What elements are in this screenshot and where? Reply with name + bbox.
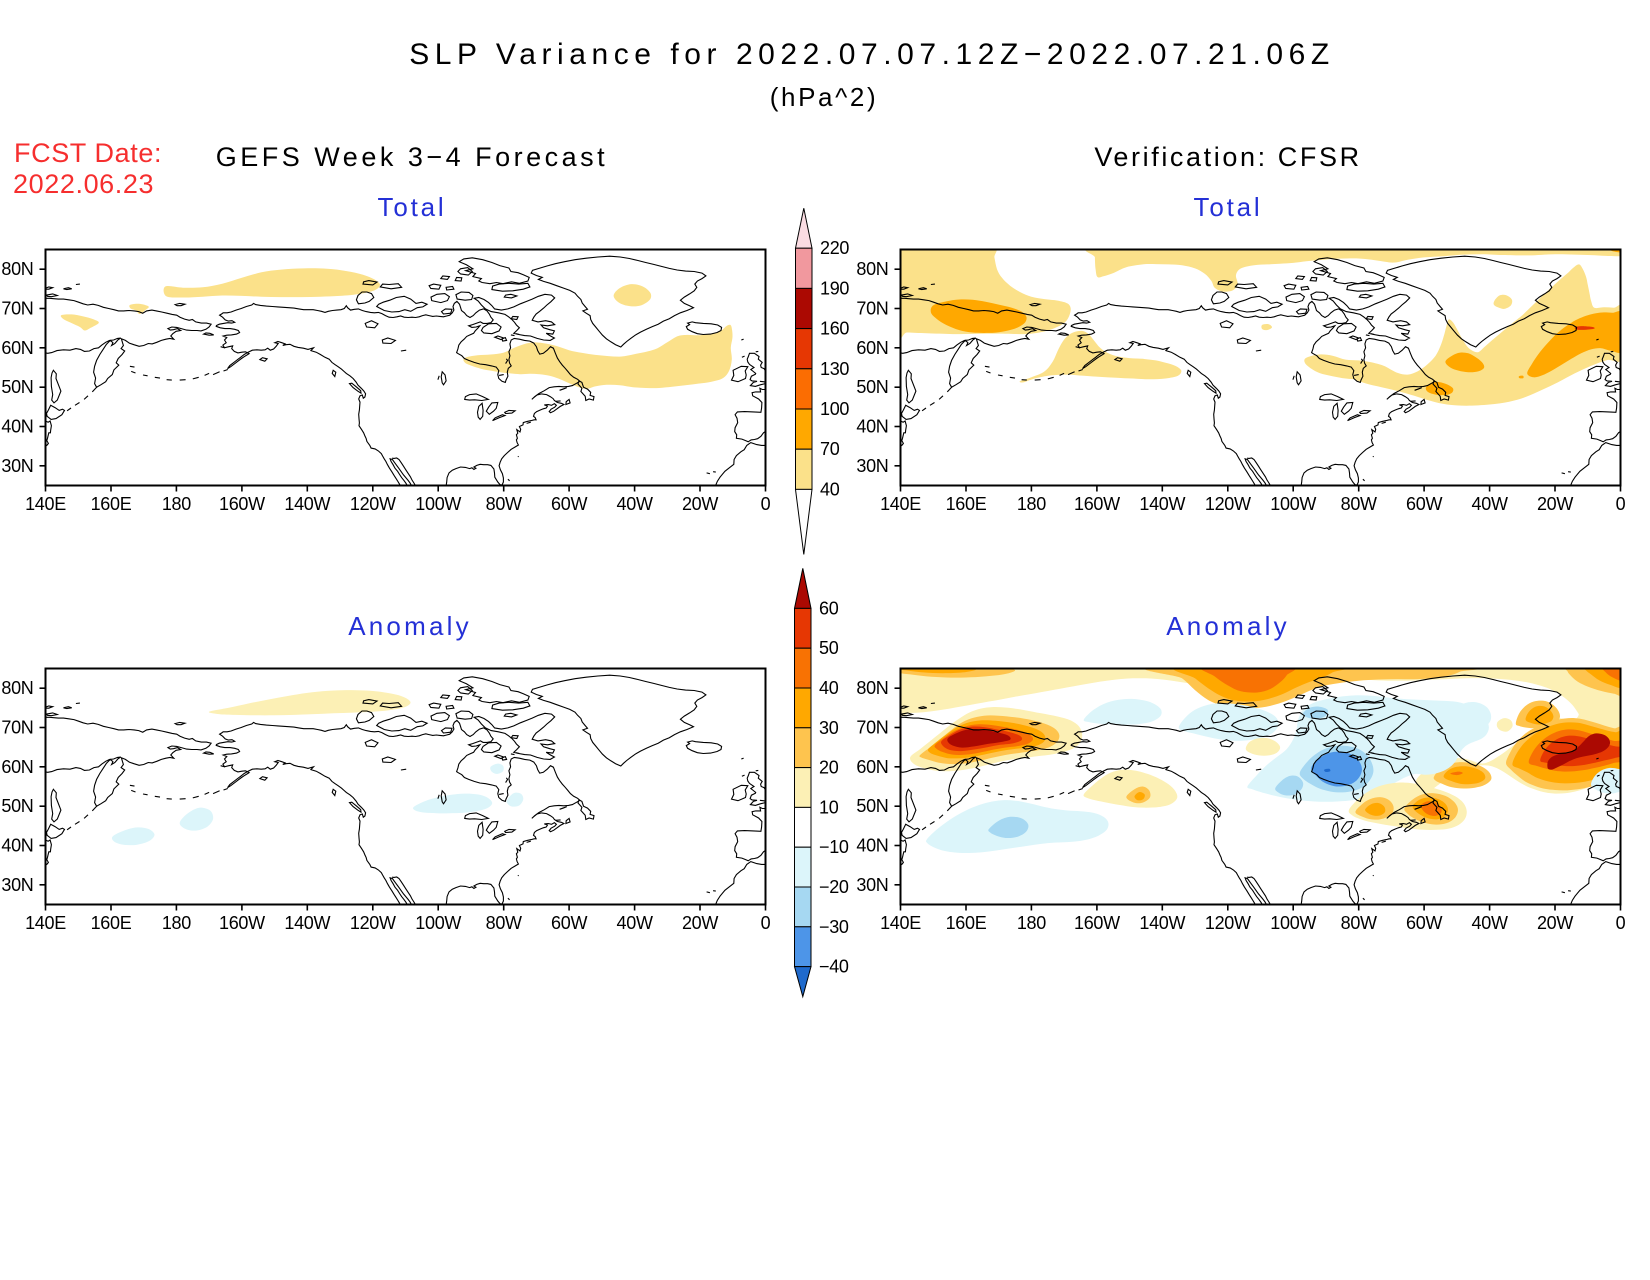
svg-text:140E: 140E (25, 494, 66, 514)
svg-text:2022.06.23: 2022.06.23 (13, 169, 154, 199)
svg-text:FCST Date:: FCST Date: (14, 138, 162, 168)
svg-text:40N: 40N (1, 836, 33, 856)
svg-text:30: 30 (819, 718, 839, 738)
svg-text:40: 40 (820, 479, 840, 499)
svg-text:0: 0 (1616, 913, 1626, 933)
svg-text:100W: 100W (1270, 494, 1316, 514)
svg-text:80N: 80N (1, 259, 33, 279)
svg-text:60N: 60N (856, 338, 888, 358)
svg-text:40N: 40N (856, 836, 888, 856)
svg-text:70: 70 (820, 439, 840, 459)
svg-text:220: 220 (820, 238, 849, 258)
svg-text:Anomaly: Anomaly (348, 611, 472, 641)
svg-text:120W: 120W (350, 913, 396, 933)
svg-text:100: 100 (820, 399, 849, 419)
svg-text:40W: 40W (617, 494, 653, 514)
svg-text:40N: 40N (1, 417, 33, 437)
svg-text:70N: 70N (856, 299, 888, 319)
svg-text:Total: Total (378, 192, 447, 222)
svg-text:180: 180 (162, 913, 191, 933)
svg-text:80N: 80N (856, 259, 888, 279)
svg-text:100W: 100W (415, 494, 461, 514)
svg-text:180: 180 (162, 494, 191, 514)
svg-text:20W: 20W (1537, 494, 1573, 514)
svg-text:30N: 30N (856, 456, 888, 476)
svg-text:140E: 140E (880, 913, 921, 933)
svg-text:50: 50 (819, 638, 839, 658)
svg-text:30N: 30N (856, 875, 888, 895)
svg-text:70N: 70N (1, 299, 33, 319)
svg-text:40W: 40W (1472, 494, 1508, 514)
svg-text:60W: 60W (1406, 913, 1442, 933)
svg-text:70N: 70N (856, 718, 888, 738)
svg-text:0: 0 (761, 913, 771, 933)
svg-text:180: 180 (1017, 913, 1046, 933)
svg-text:Verification: CFSR: Verification: CFSR (1094, 142, 1361, 172)
svg-text:130: 130 (820, 359, 849, 379)
svg-text:50N: 50N (856, 377, 888, 397)
svg-text:160E: 160E (946, 913, 987, 933)
svg-text:40W: 40W (617, 913, 653, 933)
svg-text:Total: Total (1194, 192, 1263, 222)
svg-text:140E: 140E (880, 494, 921, 514)
svg-text:80N: 80N (856, 678, 888, 698)
svg-text:80N: 80N (1, 678, 33, 698)
svg-text:80W: 80W (486, 494, 522, 514)
svg-text:160E: 160E (91, 913, 132, 933)
svg-text:30N: 30N (1, 875, 33, 895)
svg-text:−10: −10 (819, 837, 849, 857)
svg-text:60N: 60N (1, 757, 33, 777)
svg-text:160W: 160W (1074, 494, 1120, 514)
svg-text:−30: −30 (819, 917, 849, 937)
svg-text:0: 0 (1616, 494, 1626, 514)
svg-text:40N: 40N (856, 417, 888, 437)
svg-text:60W: 60W (551, 494, 587, 514)
svg-text:120W: 120W (1205, 494, 1251, 514)
svg-text:60N: 60N (856, 757, 888, 777)
svg-text:−40: −40 (819, 957, 849, 977)
svg-text:40W: 40W (1472, 913, 1508, 933)
svg-text:SLP Variance for 2022.07.07.12: SLP Variance for 2022.07.07.12Z−2022.07.… (409, 38, 1335, 71)
svg-text:180: 180 (1017, 494, 1046, 514)
svg-text:30N: 30N (1, 456, 33, 476)
svg-text:120W: 120W (1205, 913, 1251, 933)
svg-text:60W: 60W (1406, 494, 1442, 514)
svg-text:20W: 20W (682, 494, 718, 514)
svg-text:20W: 20W (1537, 913, 1573, 933)
svg-text:40: 40 (819, 678, 839, 698)
svg-text:140W: 140W (1139, 913, 1185, 933)
svg-text:Anomaly: Anomaly (1166, 611, 1290, 641)
svg-text:100W: 100W (415, 913, 461, 933)
svg-text:190: 190 (820, 278, 849, 298)
svg-text:50N: 50N (1, 796, 33, 816)
svg-text:60W: 60W (551, 913, 587, 933)
svg-text:140W: 140W (1139, 494, 1185, 514)
svg-text:−20: −20 (819, 877, 849, 897)
svg-text:0: 0 (761, 494, 771, 514)
svg-text:140W: 140W (284, 494, 330, 514)
svg-text:80W: 80W (1341, 913, 1377, 933)
svg-text:160E: 160E (91, 494, 132, 514)
svg-text:20W: 20W (682, 913, 718, 933)
svg-text:160E: 160E (946, 494, 987, 514)
svg-text:160W: 160W (219, 494, 265, 514)
svg-text:160: 160 (820, 319, 849, 339)
svg-text:GEFS Week 3−4 Forecast: GEFS Week 3−4 Forecast (216, 142, 608, 172)
svg-text:140E: 140E (25, 913, 66, 933)
svg-text:50N: 50N (1, 377, 33, 397)
svg-text:160W: 160W (1074, 913, 1120, 933)
svg-text:100W: 100W (1270, 913, 1316, 933)
svg-text:20: 20 (819, 758, 839, 778)
svg-text:60N: 60N (1, 338, 33, 358)
svg-text:10: 10 (819, 797, 839, 817)
svg-text:80W: 80W (486, 913, 522, 933)
svg-text:120W: 120W (350, 494, 396, 514)
svg-text:(hPa^2): (hPa^2) (770, 82, 878, 112)
svg-text:60: 60 (819, 598, 839, 618)
svg-text:160W: 160W (219, 913, 265, 933)
svg-text:70N: 70N (1, 718, 33, 738)
svg-text:140W: 140W (284, 913, 330, 933)
svg-text:80W: 80W (1341, 494, 1377, 514)
svg-text:50N: 50N (856, 796, 888, 816)
